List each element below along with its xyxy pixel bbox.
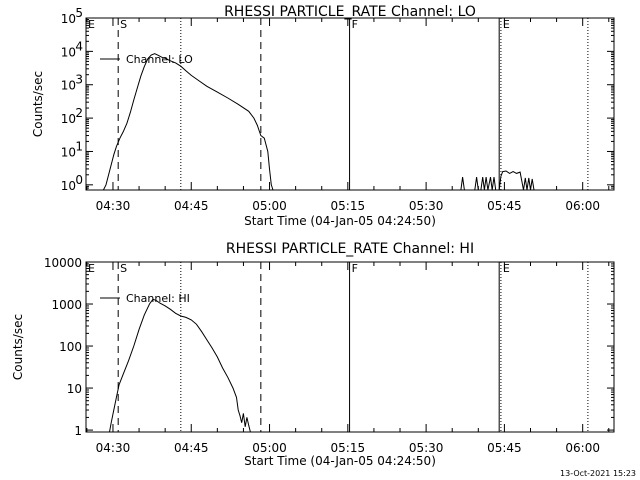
x-tick-label: 05:30 bbox=[409, 199, 444, 213]
chart-title: RHESSI PARTICLE_RATE Channel: LO bbox=[224, 4, 476, 20]
y-axis-label: Counts/sec bbox=[31, 71, 45, 137]
legend-entry: Channel: HI bbox=[126, 292, 190, 305]
x-tick-label: 05:30 bbox=[409, 441, 444, 455]
marker-label-e: E bbox=[88, 262, 95, 275]
footer-timestamp: 13-Oct-2021 15:23 bbox=[560, 469, 636, 478]
y-tick-label: 10000 bbox=[44, 256, 82, 270]
y-tick-label: 100 bbox=[59, 340, 82, 354]
x-tick-label: 05:15 bbox=[331, 199, 366, 213]
series-line-segment bbox=[480, 177, 497, 191]
x-tick-label: 05:45 bbox=[487, 199, 522, 213]
y-tick-label: 10 bbox=[61, 12, 76, 26]
x-axis-label: Start Time (04-Jan-05 04:24:50) bbox=[244, 454, 436, 468]
marker-label-s: S bbox=[120, 262, 127, 275]
series-line-segment bbox=[102, 53, 274, 191]
chart-panel-2: RHESSI PARTICLE_RATE Channel: HI E S F E 1 10 1… bbox=[11, 241, 615, 468]
x-tick-label: 04:30 bbox=[96, 441, 131, 455]
y-tick-exponent: 4 bbox=[75, 39, 83, 53]
y-tick-exponent: 0 bbox=[75, 173, 83, 187]
marker-label-f: F bbox=[352, 262, 358, 275]
y-tick-label: 1000 bbox=[51, 298, 82, 312]
y-tick-label: 10 bbox=[61, 112, 76, 126]
y-tick-exponent: 5 bbox=[75, 6, 83, 20]
x-axis-label: Start Time (04-Jan-05 04:24:50) bbox=[244, 214, 436, 228]
y-axis-label: Counts/sec bbox=[11, 314, 25, 380]
chart-panel-1: RHESSI PARTICLE_RATE Channel: LOE S F E10 01… bbox=[31, 4, 615, 228]
marker-label-s: S bbox=[120, 18, 127, 31]
marker-label-e: E bbox=[503, 262, 510, 275]
y-tick-label: 10 bbox=[67, 382, 82, 396]
x-tick-label: 05:45 bbox=[487, 441, 522, 455]
x-tick-label: 04:30 bbox=[96, 199, 131, 213]
y-tick-label: 10 bbox=[61, 179, 76, 193]
x-tick-label: 06:00 bbox=[565, 441, 600, 455]
y-tick-exponent: 1 bbox=[75, 139, 83, 153]
marker-label-e: E bbox=[503, 18, 510, 31]
x-tick-label: 05:00 bbox=[252, 199, 287, 213]
y-tick-label: 10 bbox=[61, 145, 76, 159]
y-tick-label: 10 bbox=[61, 79, 76, 93]
x-tick-label: 05:15 bbox=[331, 441, 366, 455]
series-line-segment bbox=[474, 177, 479, 191]
marker-label-f: F bbox=[352, 18, 358, 31]
chart-title: RHESSI PARTICLE_RATE Channel: HI bbox=[226, 241, 474, 257]
x-tick-label: 04:45 bbox=[174, 199, 209, 213]
y-tick-label: 10 bbox=[61, 45, 76, 59]
legend-entry: Channel: LO bbox=[126, 53, 193, 66]
x-tick-label: 05:00 bbox=[252, 441, 287, 455]
series-line-segment bbox=[109, 298, 251, 433]
y-tick-exponent: 2 bbox=[75, 106, 83, 120]
marker-label-e: E bbox=[88, 18, 95, 31]
series-line-segment bbox=[498, 170, 535, 191]
x-tick-label: 04:45 bbox=[174, 441, 209, 455]
x-tick-label: 06:00 bbox=[565, 199, 600, 213]
y-tick-label: 1 bbox=[74, 424, 82, 438]
y-tick-exponent: 3 bbox=[75, 73, 83, 87]
series-line-segment bbox=[460, 177, 465, 191]
